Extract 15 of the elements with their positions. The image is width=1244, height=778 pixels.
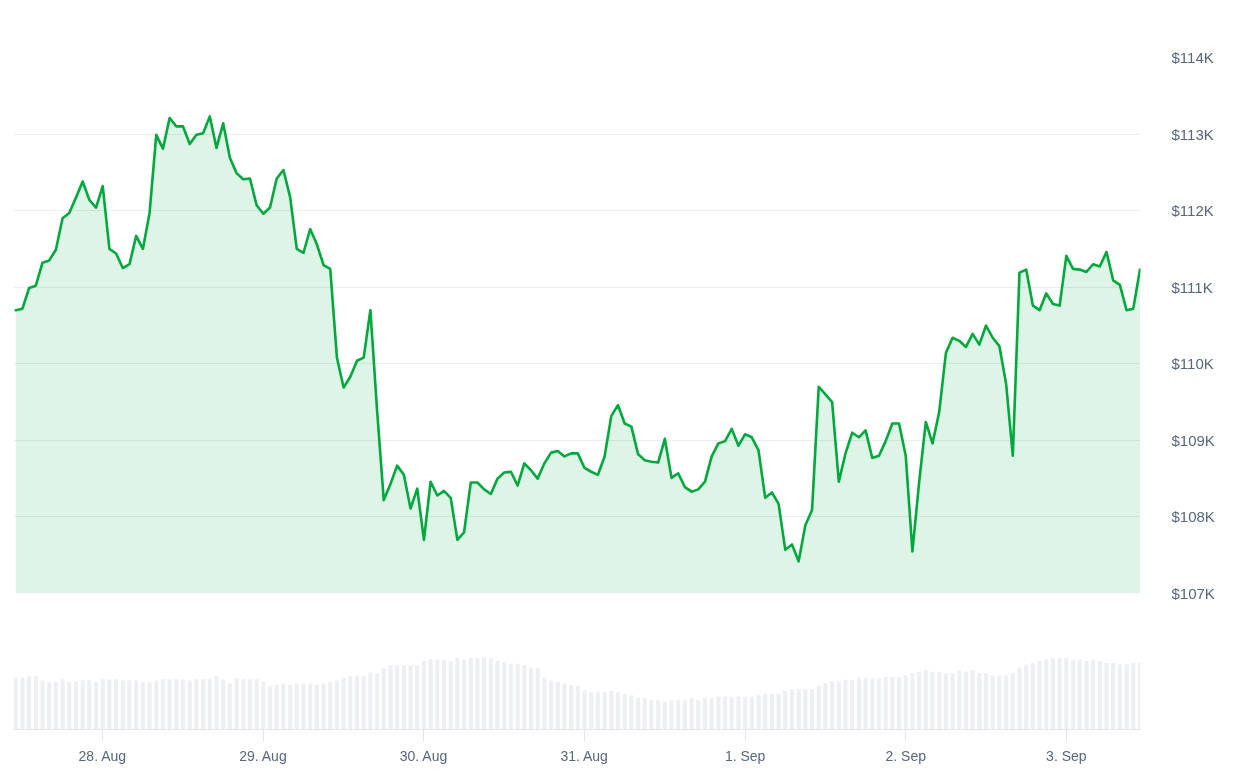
y-tick-label: $112K <box>1171 202 1214 220</box>
y-tick-label: $108K <box>1171 508 1215 526</box>
x-tick-label: 1. Sep <box>724 747 766 764</box>
x-tick-label: 28. Aug <box>78 747 127 764</box>
y-tick-label: $114K <box>1171 49 1214 66</box>
x-tick-label: 3. Sep <box>1046 747 1087 764</box>
y-tick-label: $107K <box>1171 585 1215 602</box>
y-tick-label: $113K <box>1171 125 1214 143</box>
x-tick-label: 29. Aug <box>239 747 287 764</box>
x-tick-label: 31. Aug <box>560 747 608 764</box>
y-tick-label: $111K <box>1171 278 1213 296</box>
y-tick-label: $110K <box>1171 355 1214 373</box>
x-tick-label: 2. Sep <box>885 747 927 764</box>
y-tick-label: $109K <box>1171 431 1215 449</box>
x-tick-label: 30. Aug <box>399 747 448 764</box>
